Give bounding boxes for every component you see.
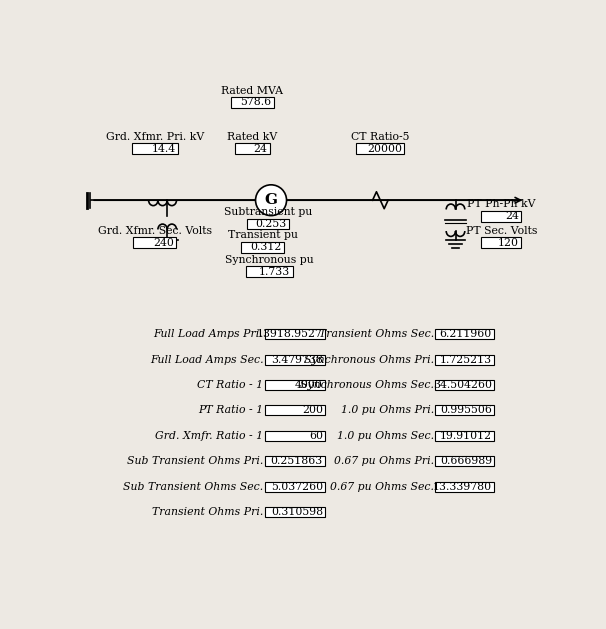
Text: 3.479738: 3.479738 xyxy=(271,355,323,365)
Text: Synchronous pu: Synchronous pu xyxy=(225,255,314,265)
FancyBboxPatch shape xyxy=(435,482,494,492)
Text: 24: 24 xyxy=(254,143,268,153)
Text: 1.0 pu Ohms Pri.: 1.0 pu Ohms Pri. xyxy=(341,406,434,415)
FancyBboxPatch shape xyxy=(435,380,494,390)
Text: Grd. Xfmr. Pri. kV: Grd. Xfmr. Pri. kV xyxy=(105,131,204,142)
Text: 578.6: 578.6 xyxy=(241,97,271,108)
FancyBboxPatch shape xyxy=(435,431,494,441)
Text: PT Ratio - 1: PT Ratio - 1 xyxy=(198,406,263,415)
FancyBboxPatch shape xyxy=(435,456,494,466)
Text: 1.725213: 1.725213 xyxy=(440,355,492,365)
Text: 34.504260: 34.504260 xyxy=(433,380,492,390)
Text: 24: 24 xyxy=(505,211,519,221)
Text: G: G xyxy=(265,193,278,207)
FancyBboxPatch shape xyxy=(481,211,521,222)
FancyBboxPatch shape xyxy=(265,507,325,517)
Text: 20000: 20000 xyxy=(367,143,402,153)
Text: 0.310598: 0.310598 xyxy=(271,507,323,517)
Text: PT Ph-Ph kV: PT Ph-Ph kV xyxy=(467,199,536,209)
Text: 13918.9527: 13918.9527 xyxy=(257,329,323,339)
Text: 0.312: 0.312 xyxy=(250,242,282,252)
Text: 0.67 pu Ohms Sec.: 0.67 pu Ohms Sec. xyxy=(330,482,434,492)
FancyBboxPatch shape xyxy=(265,329,325,339)
Text: Transient Ohms Sec.: Transient Ohms Sec. xyxy=(319,329,434,339)
FancyBboxPatch shape xyxy=(265,406,325,415)
FancyBboxPatch shape xyxy=(435,406,494,415)
Text: Rated kV: Rated kV xyxy=(227,131,278,142)
Text: 0.67 pu Ohms Pri.: 0.67 pu Ohms Pri. xyxy=(334,456,434,466)
Circle shape xyxy=(256,185,287,216)
Text: 0.666989: 0.666989 xyxy=(440,456,492,466)
Text: CT Ratio - 1: CT Ratio - 1 xyxy=(198,380,263,390)
Text: 240: 240 xyxy=(153,238,174,248)
Text: 0.253: 0.253 xyxy=(256,219,287,229)
FancyBboxPatch shape xyxy=(435,329,494,339)
Text: Transient pu: Transient pu xyxy=(227,230,298,240)
FancyBboxPatch shape xyxy=(235,143,270,154)
Text: Synchronous Ohms Sec.: Synchronous Ohms Sec. xyxy=(300,380,434,390)
Text: 5.037260: 5.037260 xyxy=(271,482,323,492)
FancyBboxPatch shape xyxy=(481,237,521,248)
Text: 4000: 4000 xyxy=(295,380,323,390)
Text: 60: 60 xyxy=(309,431,323,441)
Text: Grd. Xfmr. Sec. Volts: Grd. Xfmr. Sec. Volts xyxy=(98,226,212,236)
Text: PT Sec. Volts: PT Sec. Volts xyxy=(465,226,537,236)
FancyBboxPatch shape xyxy=(246,267,293,277)
Text: 1.733: 1.733 xyxy=(259,267,290,277)
Text: 0.995506: 0.995506 xyxy=(440,406,492,415)
Text: 1.0 pu Ohms Sec.: 1.0 pu Ohms Sec. xyxy=(337,431,434,441)
FancyBboxPatch shape xyxy=(265,431,325,441)
Text: Transient Ohms Pri.: Transient Ohms Pri. xyxy=(152,507,263,517)
Text: 14.4: 14.4 xyxy=(152,143,176,153)
Text: 19.91012: 19.91012 xyxy=(440,431,492,441)
FancyBboxPatch shape xyxy=(265,380,325,390)
Text: Full Load Amps Sec.: Full Load Amps Sec. xyxy=(150,355,263,365)
Text: Grd. Xmfr. Ratio - 1: Grd. Xmfr. Ratio - 1 xyxy=(155,431,263,441)
FancyBboxPatch shape xyxy=(133,237,176,248)
Text: 13.339780: 13.339780 xyxy=(433,482,492,492)
Text: Synchronous Ohms Pri.: Synchronous Ohms Pri. xyxy=(304,355,434,365)
FancyBboxPatch shape xyxy=(247,219,289,230)
FancyBboxPatch shape xyxy=(265,355,325,365)
FancyBboxPatch shape xyxy=(265,456,325,466)
FancyBboxPatch shape xyxy=(356,143,404,154)
FancyBboxPatch shape xyxy=(231,97,274,108)
Text: CT Ratio-5: CT Ratio-5 xyxy=(351,131,410,142)
Text: Sub Transient Ohms Pri.: Sub Transient Ohms Pri. xyxy=(127,456,263,466)
FancyBboxPatch shape xyxy=(265,482,325,492)
FancyBboxPatch shape xyxy=(132,143,178,154)
Text: 200: 200 xyxy=(302,406,323,415)
Text: Full Load Amps Pri.: Full Load Amps Pri. xyxy=(153,329,263,339)
Text: 0.251863: 0.251863 xyxy=(271,456,323,466)
Text: Rated MVA: Rated MVA xyxy=(221,86,284,96)
FancyBboxPatch shape xyxy=(435,355,494,365)
FancyBboxPatch shape xyxy=(241,242,284,253)
Text: Subtransient pu: Subtransient pu xyxy=(224,207,312,217)
Text: 6.211960: 6.211960 xyxy=(440,329,492,339)
Text: 120: 120 xyxy=(498,238,519,248)
Text: Sub Transient Ohms Sec.: Sub Transient Ohms Sec. xyxy=(123,482,263,492)
